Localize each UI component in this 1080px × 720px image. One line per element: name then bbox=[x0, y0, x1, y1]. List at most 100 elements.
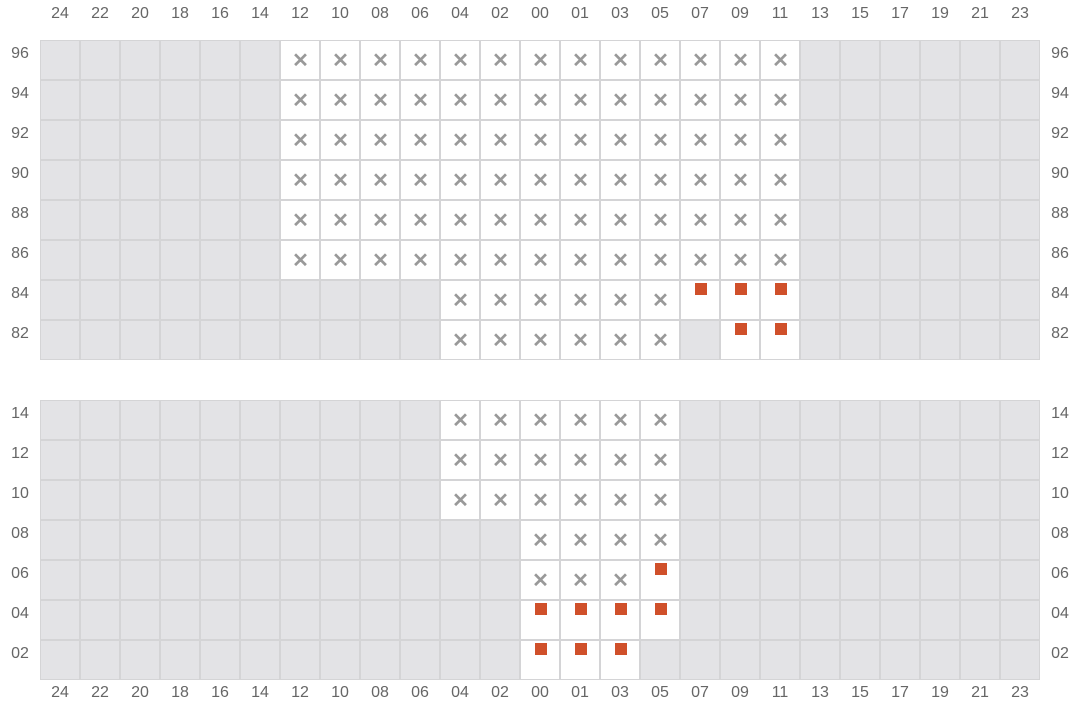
row-label-left: 14 bbox=[11, 405, 29, 422]
seat-unavailable bbox=[319, 559, 360, 600]
seat-available[interactable] bbox=[599, 639, 640, 680]
seat-available[interactable] bbox=[759, 319, 800, 360]
seat-unavailable bbox=[199, 479, 240, 520]
column-label-bottom: 23 bbox=[1011, 684, 1029, 701]
seat-unavailable bbox=[879, 599, 920, 640]
seat-available[interactable] bbox=[679, 279, 720, 320]
seat-unavailable bbox=[279, 599, 320, 640]
seat-unavailable bbox=[919, 639, 960, 680]
seat-unavailable bbox=[959, 199, 1000, 240]
seat-occupied: ✕ bbox=[759, 239, 800, 280]
seat-unavailable bbox=[239, 39, 280, 80]
row-label-left: 90 bbox=[11, 165, 29, 182]
seat-unavailable bbox=[999, 479, 1040, 520]
seat-unavailable bbox=[999, 639, 1040, 680]
seat-unavailable bbox=[919, 599, 960, 640]
seat-unavailable bbox=[759, 399, 800, 440]
seat-available[interactable] bbox=[559, 599, 600, 640]
seat-unavailable bbox=[999, 399, 1040, 440]
seat-occupied: ✕ bbox=[279, 39, 320, 80]
seat-unavailable bbox=[199, 399, 240, 440]
occupied-x-icon: ✕ bbox=[612, 49, 629, 72]
seat-occupied: ✕ bbox=[519, 279, 560, 320]
seat-occupied: ✕ bbox=[639, 319, 680, 360]
seat-occupied: ✕ bbox=[399, 119, 440, 160]
seat-occupied: ✕ bbox=[519, 399, 560, 440]
seat-unavailable bbox=[799, 199, 840, 240]
row-label-right: 96 bbox=[1051, 45, 1069, 62]
seat-unavailable bbox=[399, 559, 440, 600]
seat-occupied: ✕ bbox=[719, 79, 760, 120]
seat-available[interactable] bbox=[719, 319, 760, 360]
seat-occupied: ✕ bbox=[759, 159, 800, 200]
occupied-x-icon: ✕ bbox=[492, 49, 509, 72]
seat-unavailable bbox=[959, 239, 1000, 280]
seat-available[interactable] bbox=[519, 639, 560, 680]
occupied-x-icon: ✕ bbox=[572, 169, 589, 192]
occupied-x-icon: ✕ bbox=[372, 49, 389, 72]
seat-unavailable bbox=[159, 79, 200, 120]
seat-available[interactable] bbox=[719, 279, 760, 320]
seat-unavailable bbox=[279, 439, 320, 480]
seat-unavailable bbox=[359, 479, 400, 520]
seat-unavailable bbox=[159, 159, 200, 200]
seat-unavailable bbox=[159, 599, 200, 640]
seat-occupied: ✕ bbox=[639, 439, 680, 480]
column-label-bottom: 10 bbox=[331, 684, 349, 701]
seat-available[interactable] bbox=[639, 559, 680, 600]
seat-unavailable bbox=[239, 239, 280, 280]
seat-unavailable bbox=[879, 159, 920, 200]
seat-occupied: ✕ bbox=[639, 79, 680, 120]
seat-unavailable bbox=[359, 639, 400, 680]
seat-occupied: ✕ bbox=[519, 479, 560, 520]
seat-unavailable bbox=[959, 439, 1000, 480]
seat-unavailable bbox=[439, 519, 480, 560]
seat-available[interactable] bbox=[599, 599, 640, 640]
seat-occupied: ✕ bbox=[599, 239, 640, 280]
seat-occupied: ✕ bbox=[639, 159, 680, 200]
seat-occupied: ✕ bbox=[679, 199, 720, 240]
seat-available[interactable] bbox=[759, 279, 800, 320]
seat-unavailable bbox=[79, 159, 120, 200]
row-label-right: 88 bbox=[1051, 205, 1069, 222]
seat-unavailable bbox=[79, 39, 120, 80]
seat-unavailable bbox=[199, 159, 240, 200]
seat-unavailable bbox=[959, 399, 1000, 440]
seat-unavailable bbox=[199, 79, 240, 120]
column-label-bottom: 17 bbox=[891, 684, 909, 701]
occupied-x-icon: ✕ bbox=[612, 289, 629, 312]
available-square-icon bbox=[654, 562, 667, 575]
seat-occupied: ✕ bbox=[519, 199, 560, 240]
seat-unavailable bbox=[39, 279, 80, 320]
occupied-x-icon: ✕ bbox=[452, 89, 469, 112]
seat-unavailable bbox=[479, 559, 520, 600]
occupied-x-icon: ✕ bbox=[292, 129, 309, 152]
seat-unavailable bbox=[39, 399, 80, 440]
occupied-x-icon: ✕ bbox=[692, 89, 709, 112]
seat-unavailable bbox=[239, 159, 280, 200]
seat-unavailable bbox=[159, 479, 200, 520]
seat-available[interactable] bbox=[639, 599, 680, 640]
seat-occupied: ✕ bbox=[759, 199, 800, 240]
column-label-top: 01 bbox=[571, 5, 589, 22]
column-label-bottom: 20 bbox=[131, 684, 149, 701]
occupied-x-icon: ✕ bbox=[492, 329, 509, 352]
seat-occupied: ✕ bbox=[319, 159, 360, 200]
seat-unavailable bbox=[359, 559, 400, 600]
seat-available[interactable] bbox=[519, 599, 560, 640]
seat-available[interactable] bbox=[559, 639, 600, 680]
seat-unavailable bbox=[959, 79, 1000, 120]
seat-occupied: ✕ bbox=[319, 239, 360, 280]
seat-unavailable bbox=[879, 79, 920, 120]
seat-unavailable bbox=[239, 559, 280, 600]
seat-occupied: ✕ bbox=[439, 159, 480, 200]
row-label-right: 06 bbox=[1051, 565, 1069, 582]
column-label-top: 08 bbox=[371, 5, 389, 22]
occupied-x-icon: ✕ bbox=[532, 249, 549, 272]
occupied-x-icon: ✕ bbox=[572, 249, 589, 272]
seat-unavailable bbox=[399, 599, 440, 640]
row-label-right: 84 bbox=[1051, 285, 1069, 302]
seat-occupied: ✕ bbox=[599, 519, 640, 560]
seat-unavailable bbox=[999, 79, 1040, 120]
seat-occupied: ✕ bbox=[439, 319, 480, 360]
